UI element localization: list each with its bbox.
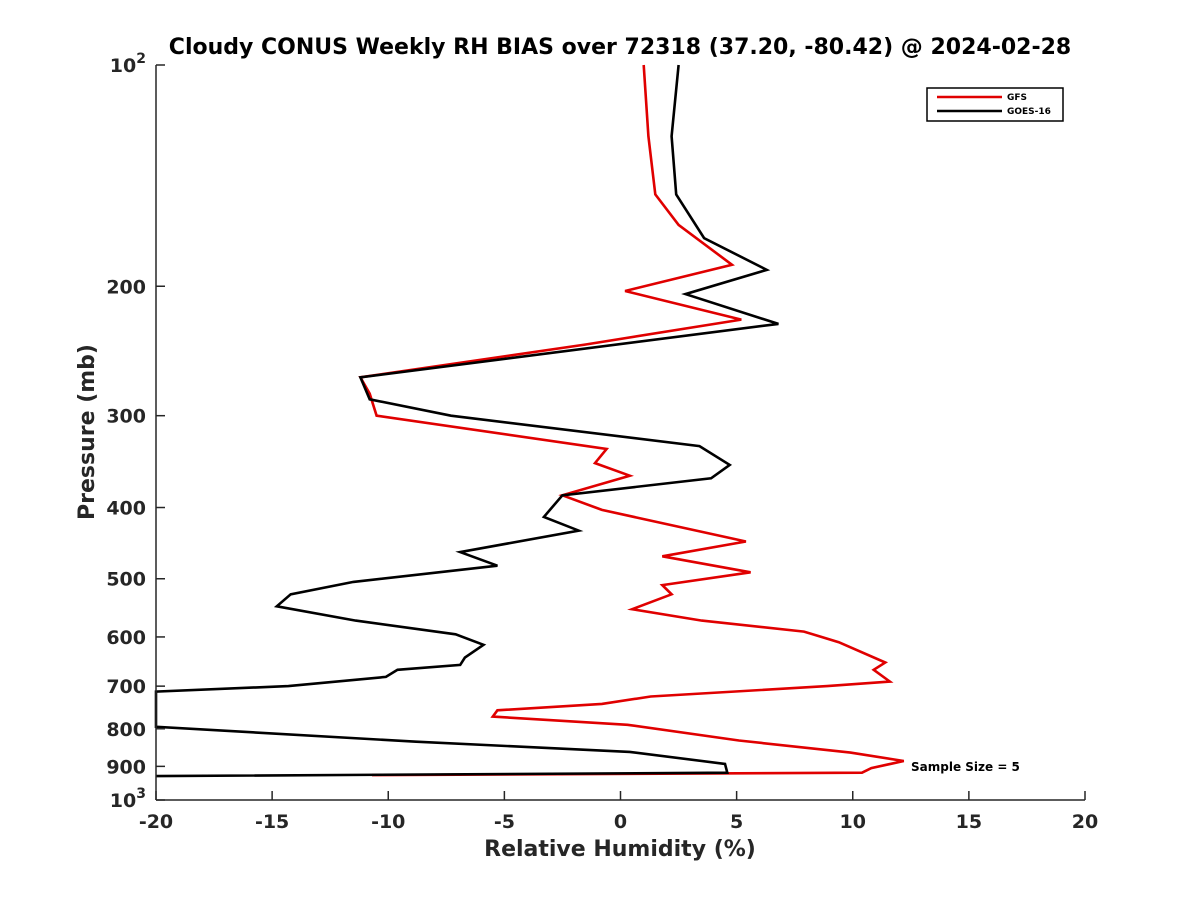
y-tick-label: 400 <box>106 498 146 520</box>
x-axis-label: Relative Humidity (%) <box>484 837 756 862</box>
x-tick-label: -5 <box>494 811 515 833</box>
legend: GFS GOES-16 <box>926 87 1064 122</box>
y-tick-label: 800 <box>106 719 146 741</box>
x-tick-label: 10 <box>840 811 866 833</box>
y-tick-label: 103 <box>110 786 146 812</box>
x-tick-label: 15 <box>956 811 982 833</box>
series-line-gfs <box>358 64 905 777</box>
sample-size-annotation: Sample Size = 5 <box>911 760 1020 774</box>
x-tick-label: -15 <box>255 811 289 833</box>
legend-box <box>926 87 1064 122</box>
legend-label-gfs: GFS <box>1007 93 1027 103</box>
x-tick-label: -10 <box>371 811 405 833</box>
y-axis-label: Pressure (mb) <box>75 344 100 520</box>
y-tick-label: 900 <box>106 756 146 778</box>
x-tick-label: -20 <box>139 811 173 833</box>
y-tick-label: 200 <box>106 276 146 298</box>
y-tick-label: 500 <box>106 569 146 591</box>
y-ticks: 102 200 300 400 500 600 700 800 900 103 <box>106 51 165 812</box>
x-ticks: -20 -15 -10 -5 0 5 10 15 20 <box>139 791 1098 833</box>
y-tick-label: 600 <box>106 627 146 649</box>
x-tick-label: 20 <box>1072 811 1098 833</box>
y-tick-label: 102 <box>110 51 146 77</box>
legend-label-goes16: GOES-16 <box>1007 107 1051 117</box>
y-tick-label: 300 <box>106 406 146 428</box>
x-tick-label: 0 <box>614 811 627 833</box>
x-tick-label: 5 <box>730 811 743 833</box>
chart-title: Cloudy CONUS Weekly RH BIAS over 72318 (… <box>169 35 1071 60</box>
y-tick-label: 700 <box>106 676 146 698</box>
